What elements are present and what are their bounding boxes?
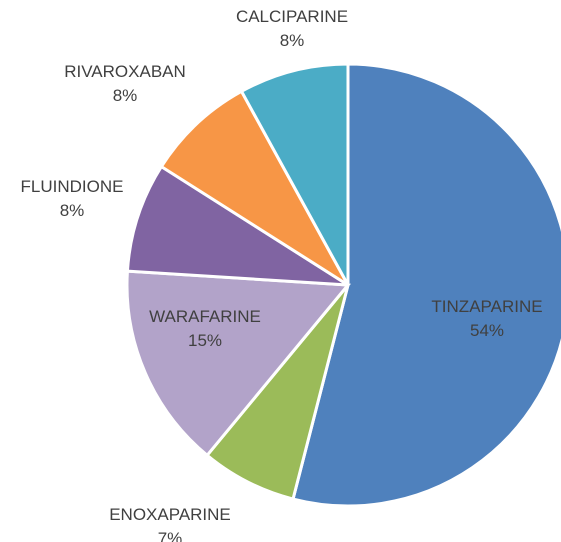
value-label: 8% [113,86,138,105]
slice-label: ENOXAPARINE 7% [109,505,231,542]
category-label: RIVAROXABAN [64,62,186,81]
category-label: ENOXAPARINE [109,505,231,524]
slice-label: FLUINDIONE 8% [21,177,124,220]
pie-slice [125,269,352,458]
value-label: 15% [188,331,222,350]
pie-slice [125,164,349,287]
category-label: FLUINDIONE [21,177,124,196]
slice-label: CALCIPARINE 8% [236,7,348,50]
value-label: 8% [280,31,305,50]
slice-label: TINZAPARINE 54% [431,297,542,340]
category-label: CALCIPARINE [236,7,348,26]
category-label: TINZAPARINE [431,297,542,316]
pie-slice [159,89,350,287]
category-label: WARAFARINE [149,307,261,326]
slice-label: WARAFARINE 15% [149,307,261,350]
value-label: 7% [158,529,183,542]
value-label: 54% [470,321,504,340]
pie-slice [291,62,561,508]
slice-label: RIVAROXABAN 8% [64,62,186,105]
pie-slice [239,62,350,286]
value-label: 8% [60,201,85,220]
